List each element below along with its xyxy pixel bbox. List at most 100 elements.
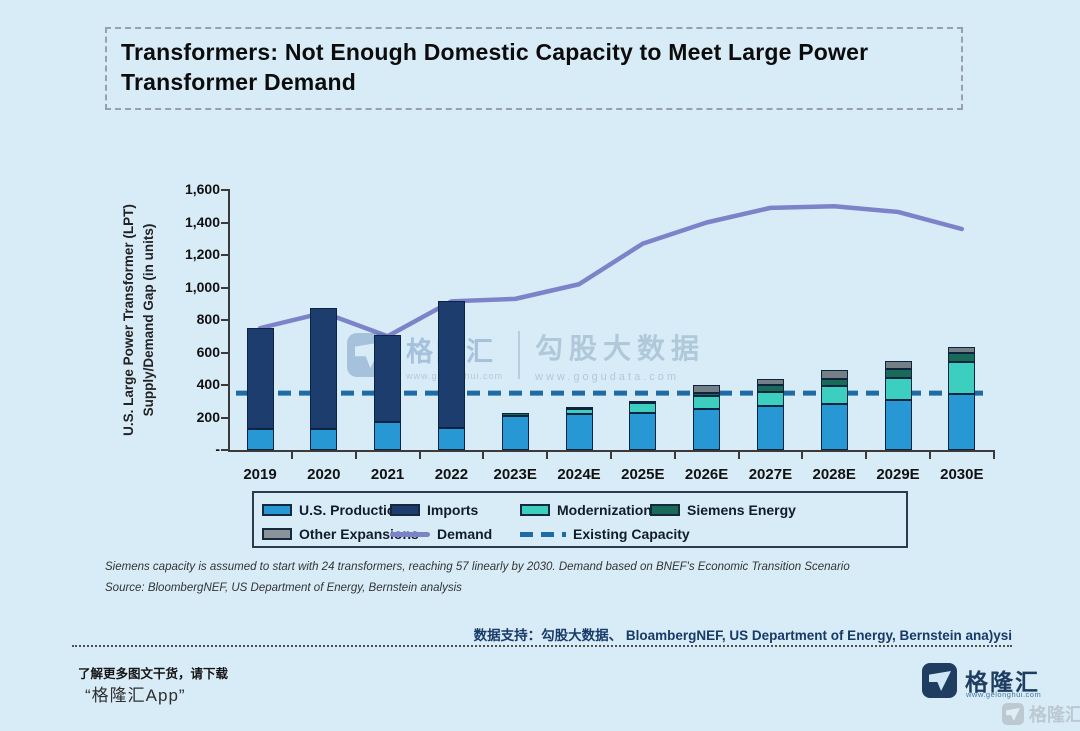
bar-segment-imports [246, 328, 274, 429]
bar-segment-u-s-production [501, 415, 529, 450]
y-axis-tick [221, 221, 230, 224]
x-axis-tick [865, 450, 868, 459]
corner-watermark: 格隆汇 [1002, 701, 1080, 727]
x-axis-label: 2028E [812, 466, 856, 483]
y-axis-tick [221, 351, 230, 354]
data-support-text: 数据支持：勾股大数据、 BloambergNEF, US Department … [473, 628, 1012, 643]
bar-segment-other-expansions [693, 385, 721, 394]
y-axis-label-line2: Supply/Demand Gap (in units) [141, 223, 156, 417]
legend-swatch-rect [262, 504, 292, 516]
y-axis-label-line1: U.S. Large Power Transformer (LPT) [120, 204, 136, 436]
bar-segment-imports [437, 301, 465, 429]
bar-segment-modernization [820, 385, 848, 404]
legend-label: U.S. Production [299, 502, 404, 518]
bar-segment-u-s-production [884, 399, 912, 450]
y-axis-tick-label: 1,200 [184, 246, 220, 262]
x-axis-tick [609, 450, 612, 459]
corner-watermark-text: 格隆汇 [1029, 705, 1080, 725]
bar-segment-u-s-production [629, 413, 657, 450]
x-axis-tick [354, 450, 357, 459]
legend-label: Demand [437, 526, 493, 542]
legend-item-demand: Demand [390, 525, 492, 543]
bar-segment-modernization [565, 408, 593, 415]
x-axis-tick [737, 450, 740, 459]
promo-text: 了解更多图文干货，请下载 [78, 667, 229, 681]
bar-segment-u-s-production [310, 428, 338, 450]
x-axis-tick [928, 450, 931, 459]
legend-item-imports: Imports [390, 501, 478, 519]
y-axis-tick-label: 1,000 [184, 278, 220, 295]
y-axis-tick [221, 189, 230, 191]
x-axis-tick [418, 450, 421, 459]
bar-segment-siemens-energy [693, 393, 721, 396]
x-axis-label: 2027E [748, 466, 793, 483]
bar-segment-other-expansions [884, 361, 912, 369]
legend-item-u-s-production: U.S. Production [262, 501, 404, 519]
x-axis-label: 2024E [557, 466, 601, 483]
bar-segment-u-s-production [565, 414, 593, 450]
bar-segment-imports [310, 307, 338, 429]
bar-segment-siemens-energy [820, 378, 848, 386]
y-axis-tick [221, 384, 230, 386]
bar-segment-siemens-energy [948, 353, 976, 363]
bar-segment-other-expansions [820, 370, 848, 379]
bar-segment-modernization [629, 402, 657, 414]
bar-segment-u-s-production [756, 406, 784, 450]
bar-segment-modernization [756, 391, 784, 407]
bar-segment-u-s-production [948, 393, 976, 450]
y-axis-tick [221, 286, 230, 289]
chart-lines-overlay [236, 204, 983, 396]
legend-swatch-rect [520, 504, 550, 516]
legend-item-existing-capacity: Existing Capacity [520, 525, 690, 543]
gelonghui-logo-icon [1002, 703, 1024, 725]
y-axis-tick-label: 400 [196, 376, 220, 392]
gelonghui-logo-url: www.gelonghui.com [966, 690, 1042, 699]
x-axis-label: 2029E [876, 466, 920, 483]
bar-segment-modernization [948, 362, 976, 394]
bar-segment-u-s-production [374, 422, 402, 450]
x-axis-label: 2026E [684, 466, 729, 483]
legend-item-modernization: Modernization [520, 501, 652, 519]
watermark-url: www.gogudata.com [535, 371, 680, 383]
bar-segment-u-s-production [820, 403, 848, 450]
bar-segment-other-expansions [756, 378, 784, 385]
x-axis-tick [992, 450, 995, 459]
bar-segment-u-s-production [437, 428, 465, 450]
footnote-1: Siemens capacity is assumed to start wit… [105, 561, 850, 573]
gelonghui-logo-text: 格隆汇 [965, 669, 1040, 695]
x-axis-label: 2020 [307, 466, 341, 483]
watermark-brand: 勾股大数据 [535, 333, 706, 364]
legend-item-siemens-energy: Siemens Energy [650, 501, 796, 519]
x-axis-label: 2021 [370, 466, 405, 483]
x-axis-tick [673, 450, 676, 459]
legend: U.S. Production Imports Modernization Sieme… [252, 491, 908, 548]
x-axis-label: 2025E [621, 466, 665, 483]
legend-swatch-rect [650, 504, 680, 516]
bar-segment-u-s-production [246, 428, 274, 450]
y-axis-tick-label: 1,600 [184, 181, 220, 197]
legend-label: Modernization [557, 502, 652, 518]
legend-label: Existing Capacity [573, 526, 690, 542]
y-axis-tick [221, 254, 230, 256]
x-axis-label: 2023E [493, 466, 537, 483]
bar-segment-siemens-energy [501, 413, 529, 416]
bar-segment-siemens-energy [629, 400, 657, 403]
x-axis-label: 2030E [940, 466, 984, 483]
demand-line [257, 204, 965, 339]
legend-label: Imports [427, 502, 479, 518]
y-axis-tick [221, 416, 230, 419]
chart-title-box: Transformers: Not Enough Domestic Capaci… [105, 27, 963, 110]
legend-swatch-rect [262, 528, 292, 540]
legend-label: Siemens Energy [687, 502, 796, 518]
y-axis-tick-label: 600 [196, 343, 220, 360]
legend-item-other-expansions: Other Expansions [262, 525, 419, 543]
x-axis-tick [546, 450, 549, 459]
y-axis-tick-label: - [215, 441, 220, 457]
app-name-text: “格隆汇App” [85, 686, 186, 705]
bar-segment-u-s-production [693, 409, 721, 450]
chart-title: Transformers: Not Enough Domestic Capaci… [121, 39, 869, 96]
x-axis-tick [290, 450, 293, 459]
legend-swatch-line [390, 531, 430, 537]
y-axis-label: U.S. Large Power Transformer (LPT) Suppl… [119, 150, 160, 490]
y-axis-tick-label: 800 [196, 311, 220, 327]
